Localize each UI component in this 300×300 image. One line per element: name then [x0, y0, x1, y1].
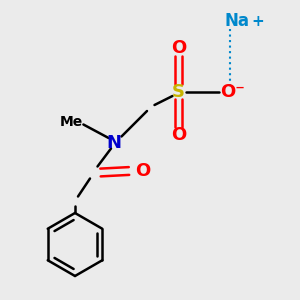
Text: N: N: [106, 134, 122, 152]
Text: +: +: [252, 14, 264, 28]
Text: Na: Na: [224, 12, 250, 30]
Text: O: O: [171, 126, 186, 144]
Text: S: S: [172, 82, 185, 100]
Text: O: O: [171, 39, 186, 57]
Text: O⁻: O⁻: [220, 82, 245, 100]
Text: O: O: [135, 162, 150, 180]
Text: Me: Me: [60, 115, 83, 128]
